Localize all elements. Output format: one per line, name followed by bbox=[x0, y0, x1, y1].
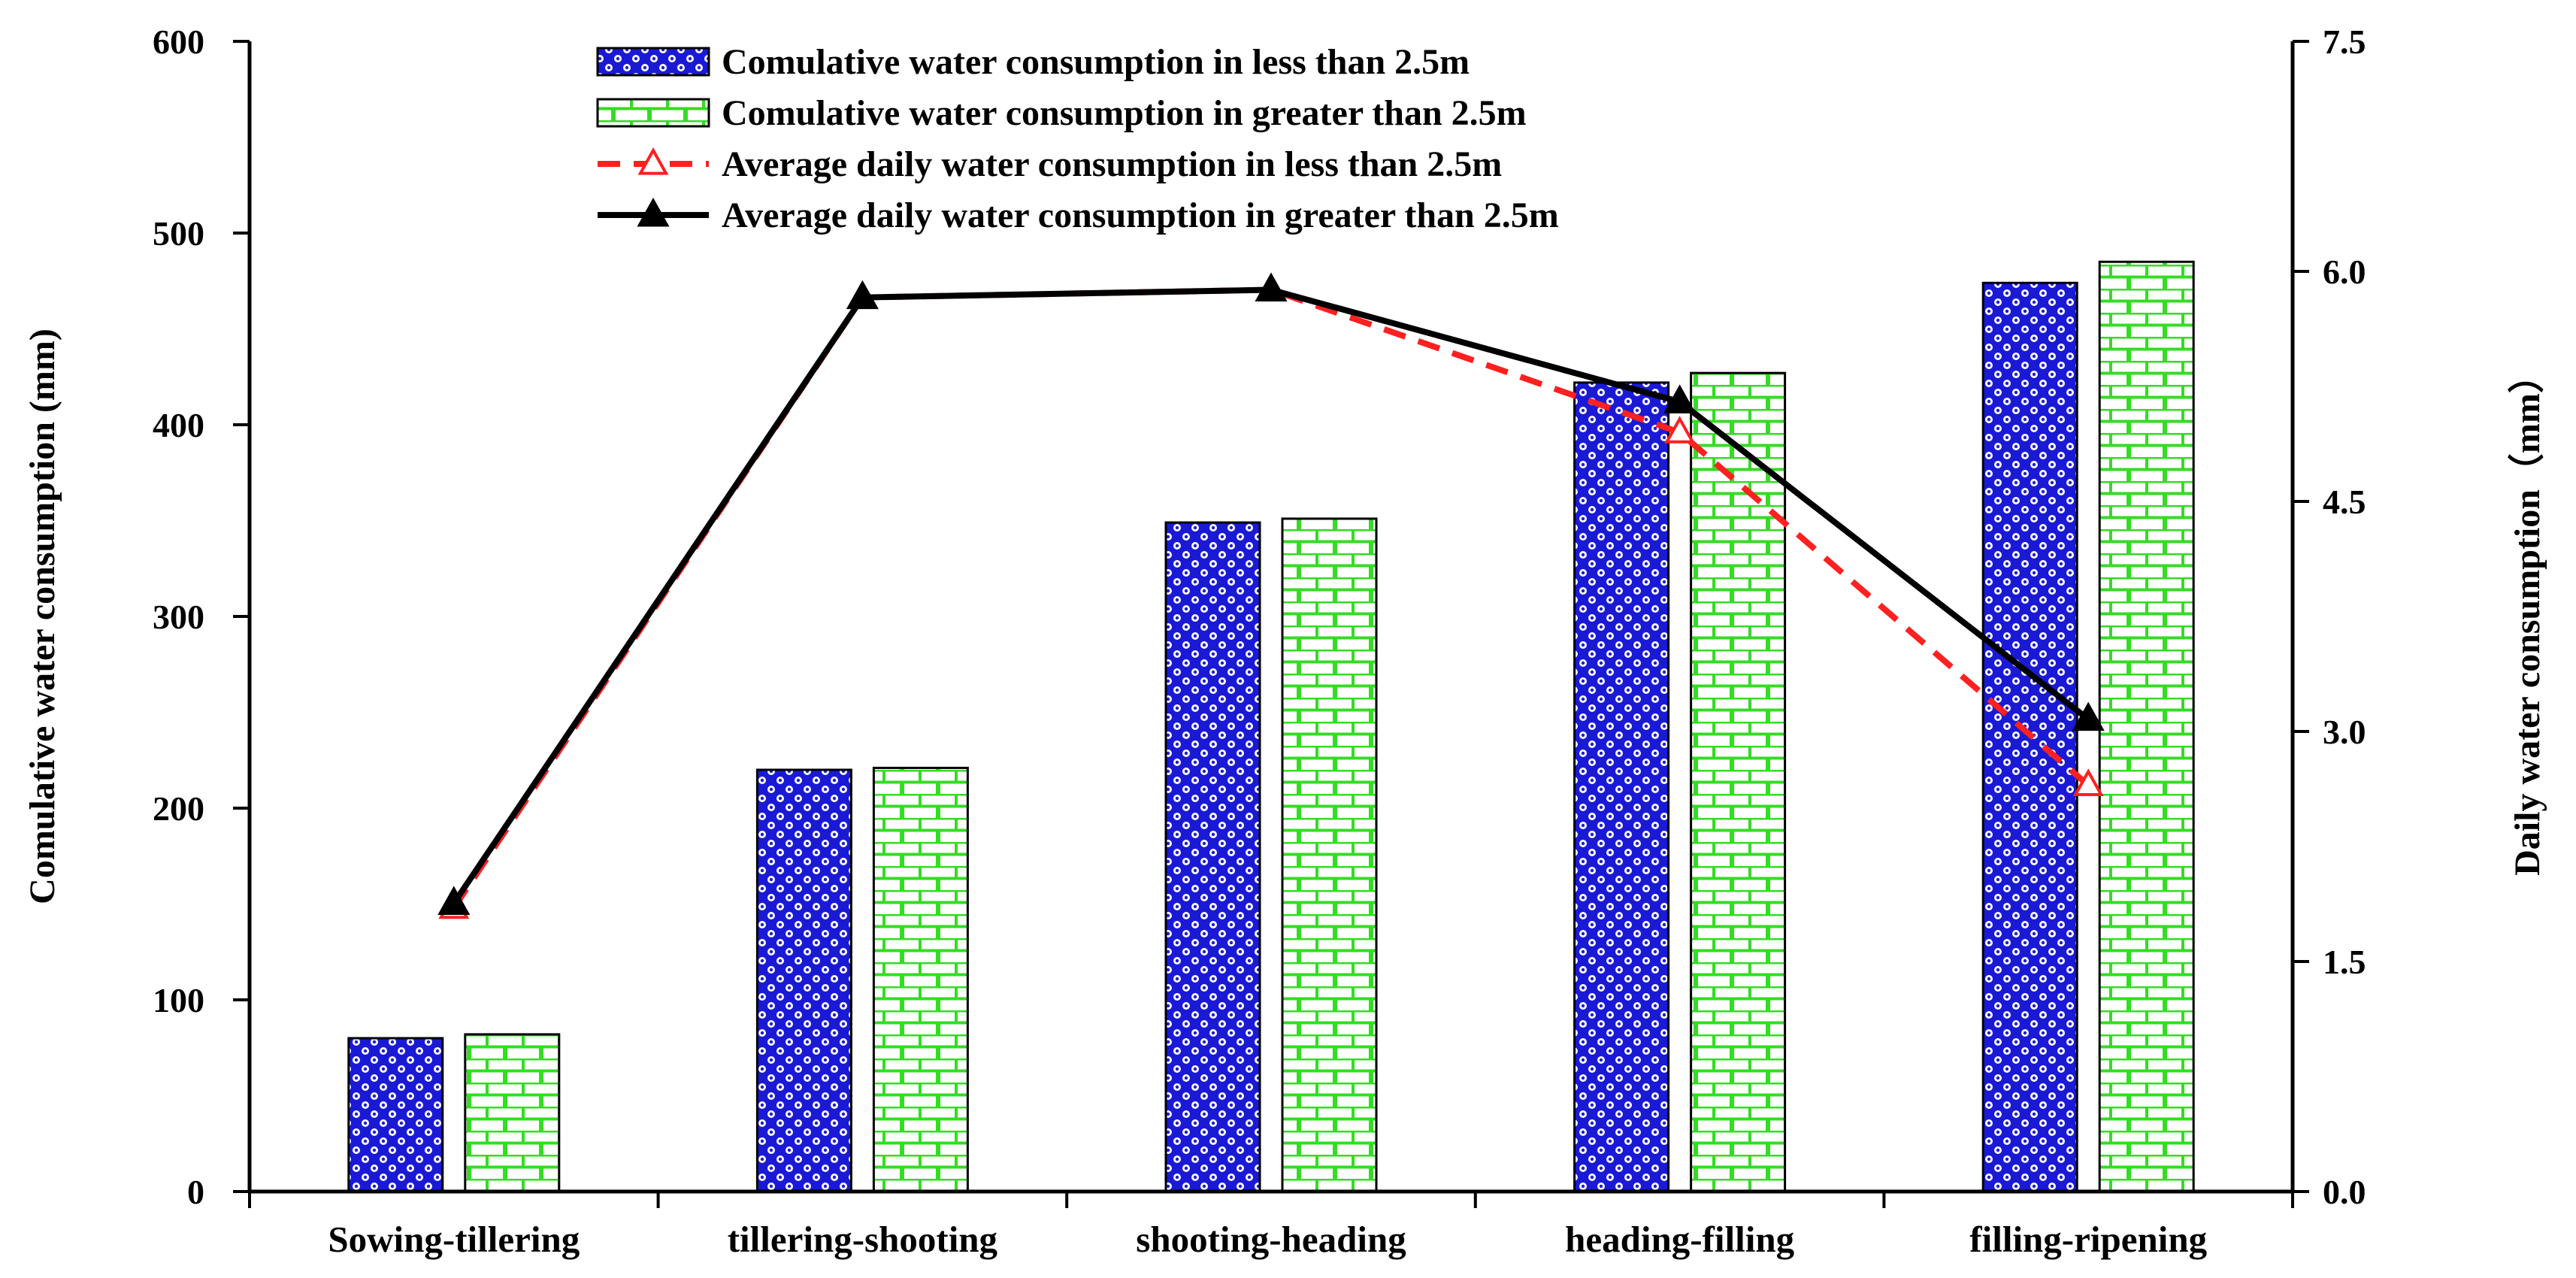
y-right-tick-label: 7.5 bbox=[2323, 23, 2366, 61]
x-category-label: filling-ripening bbox=[1969, 1219, 2207, 1260]
marker-less-4 bbox=[2072, 768, 2104, 796]
legend-label-3: Average daily water consumption in great… bbox=[722, 195, 1559, 235]
legend-marker-2 bbox=[637, 147, 669, 175]
y-axis-title-left: Comulative water consumption (mm) bbox=[23, 329, 62, 904]
labels-group: 0 100 200 300 400 500 600 0.0 1.5 3.0 4.5 6.0 7.5 Sow… bbox=[23, 23, 2547, 1260]
y-right-tick-label: 6.0 bbox=[2323, 253, 2366, 291]
marker-greater-4 bbox=[2072, 701, 2105, 731]
y-left-tick-label: 0 bbox=[187, 1173, 204, 1211]
y-right-tick-label: 1.5 bbox=[2323, 943, 2366, 981]
marker-greater-2 bbox=[1255, 272, 1288, 301]
y-left-tick-label: 400 bbox=[153, 406, 204, 444]
bar-greater-2 bbox=[1281, 517, 1378, 1193]
bar-greater-4 bbox=[2098, 260, 2195, 1193]
bar-greater-3 bbox=[1690, 371, 1787, 1193]
legend-label-2: Average daily water consumption in less … bbox=[722, 144, 1502, 184]
line-greater bbox=[451, 286, 2090, 905]
y-right-tick-label: 3.0 bbox=[2323, 713, 2366, 751]
y-left-tick-label: 100 bbox=[153, 981, 204, 1019]
line-less bbox=[451, 286, 2090, 910]
y-left-tick-label: 300 bbox=[153, 598, 204, 636]
bar-greater-1 bbox=[872, 766, 969, 1193]
bar-less-3 bbox=[1573, 381, 1670, 1193]
legend-label-0: Comulative water consumption in less tha… bbox=[722, 42, 1470, 82]
axes-group bbox=[233, 40, 2309, 1208]
x-category-label: heading-filling bbox=[1565, 1219, 1794, 1260]
y-right-tick-label: 4.5 bbox=[2323, 483, 2366, 521]
legend-marker-3 bbox=[637, 197, 670, 227]
x-category-label: shooting-heading bbox=[1136, 1219, 1406, 1260]
y-right-tick-label: 0.0 bbox=[2323, 1173, 2366, 1211]
y-axis-title-right: Daily water consumption（mm） bbox=[2508, 357, 2547, 876]
lines-group bbox=[437, 272, 2105, 919]
bar-less-1 bbox=[755, 768, 852, 1193]
y-left-tick-label: 500 bbox=[153, 214, 204, 253]
legend-label-1: Comulative water consumption in greater … bbox=[722, 93, 1527, 133]
y-left-tick-label: 600 bbox=[153, 23, 204, 61]
bar-less-0 bbox=[347, 1037, 444, 1193]
bars-group bbox=[347, 260, 2195, 1193]
y-left-tick-label: 200 bbox=[153, 789, 204, 828]
bar-less-2 bbox=[1164, 521, 1261, 1193]
marker-greater-1 bbox=[846, 280, 879, 310]
legend: Comulative water consumption in less tha… bbox=[596, 42, 1559, 235]
marker-greater-3 bbox=[1663, 384, 1697, 413]
marker-greater-0 bbox=[437, 886, 471, 915]
legend-swatch-1 bbox=[596, 98, 710, 128]
x-category-label: tillering-shooting bbox=[728, 1219, 998, 1260]
marker-less-3 bbox=[1664, 416, 1696, 444]
bar-greater-0 bbox=[464, 1033, 561, 1193]
x-category-label: Sowing-tillering bbox=[328, 1219, 580, 1260]
legend-swatch-0 bbox=[596, 47, 710, 77]
